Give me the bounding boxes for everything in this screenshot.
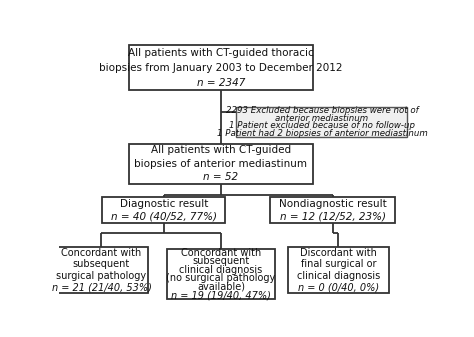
Text: 1 Patient had 2 biopsies of anterior mediastinum: 1 Patient had 2 biopsies of anterior med…	[217, 129, 427, 138]
Text: anterior mediastinum: anterior mediastinum	[275, 114, 368, 123]
Text: final surgical or: final surgical or	[301, 259, 376, 269]
Text: subsequent: subsequent	[73, 259, 130, 269]
Text: subsequent: subsequent	[192, 256, 249, 266]
FancyBboxPatch shape	[129, 45, 313, 90]
FancyBboxPatch shape	[271, 197, 395, 223]
Text: 1 Patient excluded because of no follow-up: 1 Patient excluded because of no follow-…	[229, 121, 415, 130]
Text: (no surgical pathology: (no surgical pathology	[166, 273, 275, 283]
FancyBboxPatch shape	[55, 247, 148, 293]
FancyBboxPatch shape	[102, 197, 226, 223]
Text: surgical pathology: surgical pathology	[56, 271, 146, 281]
Text: n = 40 (40/52, 77%): n = 40 (40/52, 77%)	[111, 212, 217, 222]
FancyBboxPatch shape	[237, 107, 407, 137]
Text: 2293 Excluded because biopsies were not of: 2293 Excluded because biopsies were not …	[226, 106, 418, 116]
Text: clinical diagnosis: clinical diagnosis	[179, 265, 263, 275]
Text: n = 21 (21/40, 53%): n = 21 (21/40, 53%)	[52, 282, 151, 292]
Text: Nondiagnostic result: Nondiagnostic result	[279, 199, 387, 209]
Text: clinical diagnosis: clinical diagnosis	[297, 271, 380, 281]
Text: Diagnostic result: Diagnostic result	[120, 199, 208, 209]
Text: Concordant with: Concordant with	[61, 248, 142, 258]
Text: All patients with CT-guided thoracic: All patients with CT-guided thoracic	[128, 48, 314, 58]
Text: biopsies from January 2003 to December 2012: biopsies from January 2003 to December 2…	[99, 63, 343, 73]
Text: n = 0 (0/40, 0%): n = 0 (0/40, 0%)	[298, 282, 379, 292]
Text: n = 19 (19/40, 47%): n = 19 (19/40, 47%)	[171, 290, 271, 300]
FancyBboxPatch shape	[129, 144, 313, 184]
Text: Concordant with: Concordant with	[181, 248, 261, 258]
FancyBboxPatch shape	[288, 247, 389, 293]
Text: available): available)	[197, 282, 245, 292]
Text: n = 12 (12/52, 23%): n = 12 (12/52, 23%)	[280, 212, 386, 222]
Text: biopsies of anterior mediastinum: biopsies of anterior mediastinum	[135, 159, 307, 169]
FancyBboxPatch shape	[167, 249, 275, 299]
Text: n = 2347: n = 2347	[197, 78, 245, 88]
Text: All patients with CT-guided: All patients with CT-guided	[151, 145, 291, 155]
Text: n = 52: n = 52	[203, 172, 238, 182]
Text: Discordant with: Discordant with	[300, 248, 377, 258]
